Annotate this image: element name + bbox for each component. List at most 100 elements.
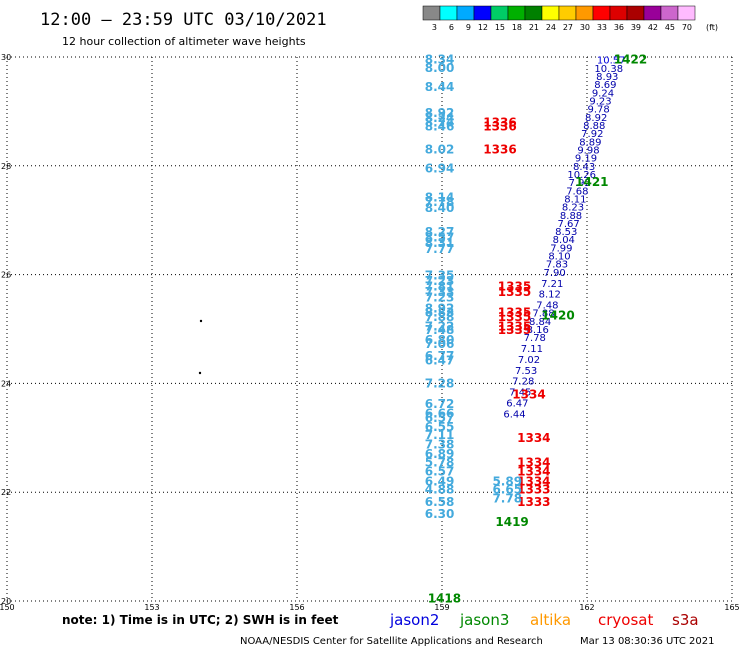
data-point-label: 6.72 xyxy=(425,397,455,411)
data-point-label: 6.66 xyxy=(425,406,455,420)
data-point-label: 1333 xyxy=(517,495,550,509)
data-point-label: 7.88 xyxy=(532,309,554,320)
x-tick-label: 156 xyxy=(289,603,304,612)
data-point-label: 1335 xyxy=(498,285,531,299)
data-point-label: 7.45 xyxy=(509,388,531,399)
data-point-label: 8.40 xyxy=(425,201,455,215)
data-point-label: 8.16 xyxy=(527,325,549,336)
legend-swatch xyxy=(490,5,509,21)
data-point-label: 1334 xyxy=(517,455,550,469)
satellite-name: cryosat xyxy=(598,611,653,629)
legend-swatch xyxy=(473,5,492,21)
data-point-label: 5.78 xyxy=(425,455,455,469)
data-point-label: 6.47 xyxy=(506,398,528,409)
legend-value: 12 xyxy=(478,23,488,32)
data-point-label: 7.99 xyxy=(550,243,572,254)
data-point-label: 8.24 xyxy=(425,111,455,125)
data-point-label: 9.78 xyxy=(587,105,609,116)
legend-swatch xyxy=(456,5,475,21)
legend-swatch xyxy=(507,5,526,21)
data-point-label: 4.88 xyxy=(425,482,455,496)
axis-ticks: 150 153 156 159 162 165 20 22 24 26 28 30 xyxy=(0,53,740,612)
legend-swatch xyxy=(541,5,560,21)
plot-area: 150 153 156 159 162 165 20 22 24 26 28 30 10.388.93… xyxy=(0,53,740,612)
data-point-label: 7.68 xyxy=(566,186,588,197)
data-point-label: 7.23 xyxy=(425,290,455,304)
legend-value: 9 xyxy=(466,23,471,32)
data-point-label: 6.55 xyxy=(425,420,455,434)
data-point-label: 8.92 xyxy=(425,301,455,315)
data-point-label: 1335 xyxy=(498,306,531,320)
legend-value: 15 xyxy=(495,23,505,32)
legend-value: 3 xyxy=(432,23,437,32)
data-point-label: 1418 xyxy=(428,591,461,605)
data-point-label: 7.33 xyxy=(425,285,455,299)
data-point-label: 7.67 xyxy=(558,219,580,230)
marker-dot xyxy=(198,371,202,375)
data-point-label: 1422 xyxy=(614,53,647,67)
data-point-label: 1333 xyxy=(517,482,550,496)
data-point-label: 6.44 xyxy=(503,409,525,420)
data-point-label: 7.28 xyxy=(425,376,455,390)
data-point-label: 1334 xyxy=(517,474,550,488)
data-point-label: 7.23 xyxy=(425,274,455,288)
legend-swatch xyxy=(575,5,594,21)
legend-value: 36 xyxy=(614,23,624,32)
data-point-label: 1336 xyxy=(483,142,516,156)
data-point-label: 7.28 xyxy=(512,377,534,388)
data-point-label: 8.14 xyxy=(425,190,455,204)
footer-note: note: 1) Time is in UTC; 2) SWH is in fe… xyxy=(62,613,339,627)
data-point-label: 9.19 xyxy=(575,154,597,165)
data-point-label: 8.92 xyxy=(425,106,455,120)
legend-swatch xyxy=(439,5,458,21)
satellite-legend: jason2 jason3 altika cryosat s3a xyxy=(389,611,699,629)
data-point-label: 1335 xyxy=(498,280,531,294)
footer-credit: NOAA/NESDIS Center for Satellite Applica… xyxy=(240,636,543,647)
data-point-label: 7.53 xyxy=(515,366,537,377)
data-point-label: 8.34 xyxy=(425,53,455,67)
y-tick-label: 24 xyxy=(1,379,11,388)
x-tick-label: 150 xyxy=(0,603,15,612)
satellite-name: jason3 xyxy=(459,611,509,629)
data-point-label: 7.35 xyxy=(425,269,455,283)
data-point-label: 8.89 xyxy=(579,137,601,148)
data-point-label: 7.06 xyxy=(425,337,455,351)
data-point-label: 7.78 xyxy=(425,195,455,209)
data-point-label: 8.31 xyxy=(425,236,455,250)
footer-timestamp: Mar 13 08:30:36 UTC 2021 xyxy=(580,636,715,647)
data-point-label: 8.00 xyxy=(425,61,455,75)
legend-value: 30 xyxy=(580,23,590,32)
data-point-label: 1420 xyxy=(541,308,574,322)
x-tick-label: 159 xyxy=(434,603,449,612)
data-point-label: 1335 xyxy=(498,323,531,337)
data-point-label: 7.48 xyxy=(536,301,558,312)
data-point-label: 1335 xyxy=(498,310,531,324)
data-point-label: 5.89 xyxy=(492,474,522,488)
data-point-label: 7.22 xyxy=(425,319,455,333)
legend-swatch xyxy=(643,5,662,21)
legend-swatch xyxy=(660,5,679,21)
grid-lines xyxy=(6,56,733,602)
data-point-label: 8.23 xyxy=(562,203,584,214)
data-point-label: 8.11 xyxy=(564,194,586,205)
legend-value: 18 xyxy=(512,23,522,32)
satellite-name: altika xyxy=(530,611,571,629)
data-point-label: 7.92 xyxy=(569,178,591,189)
legend-value: 42 xyxy=(648,23,658,32)
legend-swatch xyxy=(592,5,611,21)
legend-unit: (ft) xyxy=(706,23,718,32)
data-point-label: 7.48 xyxy=(425,323,455,337)
data-point-label: 8.04 xyxy=(553,235,575,246)
data-point-label: 6.57 xyxy=(425,411,455,425)
satellite-name: s3a xyxy=(672,611,699,629)
y-tick-label: 28 xyxy=(1,162,11,171)
data-point-label: 10.26 xyxy=(567,170,596,181)
legend-value: 24 xyxy=(546,23,556,32)
data-point-label: 8.69 xyxy=(594,80,616,91)
data-point-label: 7.78 xyxy=(524,333,546,344)
legend-value: 39 xyxy=(631,23,641,32)
legend-value: 6 xyxy=(449,23,454,32)
data-point-label: 10.57 xyxy=(597,56,626,67)
data-point-label: 8.53 xyxy=(555,227,577,238)
